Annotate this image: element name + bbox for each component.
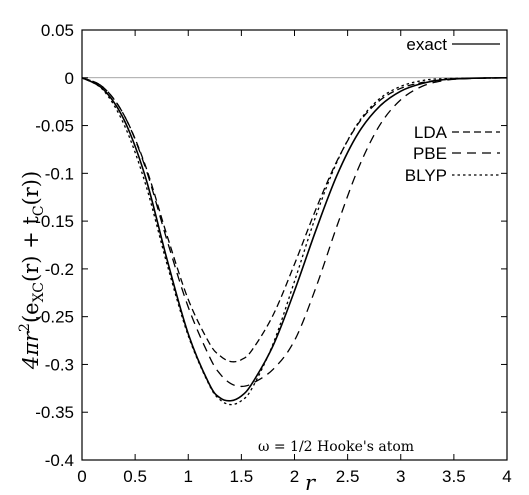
plot-area	[81, 29, 508, 461]
annotation: ω = 1/2 Hooke's atom	[258, 439, 414, 455]
y-tick-label: 0	[65, 69, 74, 88]
x-tick-label: 0.5	[123, 467, 147, 486]
y-tick-label: -0.3	[45, 355, 74, 374]
x-tick-label: 1.5	[230, 467, 254, 486]
y-axis-label: 4πr2(eXC(r) + tC(r))	[17, 171, 47, 370]
series-line-lda	[81, 77, 508, 363]
series-line-exact	[81, 76, 508, 402]
x-axis-label: r	[305, 471, 317, 495]
series-lines	[81, 76, 508, 406]
series-line-blyp	[81, 77, 508, 406]
legend-label-pbe: PBE	[413, 144, 447, 163]
plot-frame	[81, 29, 508, 461]
y-tick-label: -0.4	[45, 451, 74, 470]
x-tick-label: 4	[502, 467, 511, 486]
y-tick-label: -0.2	[45, 260, 74, 279]
y-tick-label: -0.25	[35, 308, 74, 327]
tick-labels: 0 0.5 1 1.5 2 2.5 3 3.5 4 0.05 0 -0.05 -0.1 -0.15 -0.2…	[35, 21, 511, 486]
y-tick-label: -0.35	[35, 403, 74, 422]
x-tick-label: 2	[290, 467, 299, 486]
x-tick-label: 2.5	[336, 467, 360, 486]
y-tick-label: -0.1	[45, 164, 74, 183]
x-tick-label: 0	[77, 467, 86, 486]
series-line-pbe	[81, 77, 508, 388]
y-tick-label: 0.05	[41, 21, 74, 40]
legend: exact LDA PBE BLYP	[405, 35, 500, 185]
y-tick-label: -0.15	[35, 212, 74, 231]
y-tick-label: -0.05	[35, 117, 74, 136]
legend-label-blyp: BLYP	[405, 166, 447, 185]
legend-label-exact: exact	[406, 35, 447, 54]
x-tick-label: 1	[184, 467, 193, 486]
x-tick-label: 3	[396, 467, 405, 486]
x-tick-label: 3.5	[442, 467, 466, 486]
legend-label-lda: LDA	[414, 123, 448, 142]
